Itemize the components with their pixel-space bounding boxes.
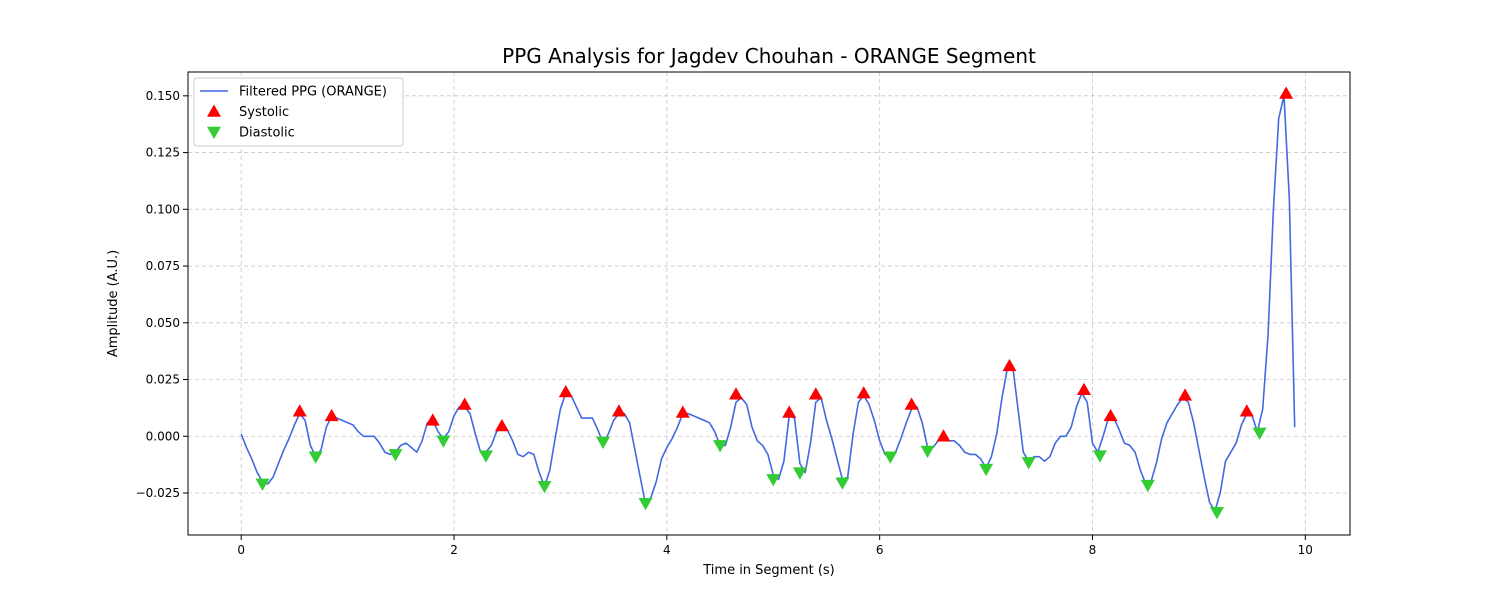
systolic-marker: [856, 386, 871, 399]
diastolic-marker: [1021, 457, 1036, 470]
diastolic-marker: [436, 435, 451, 448]
legend-label: Filtered PPG (ORANGE): [239, 85, 387, 100]
systolic-marker: [292, 404, 307, 417]
diastolic-marker: [1092, 450, 1107, 463]
legend-label: Diastolic: [239, 126, 295, 141]
y-tick-label: 0.050: [146, 316, 180, 330]
x-tick-label: 6: [876, 543, 884, 557]
x-tick-label: 10: [1298, 543, 1313, 557]
systolic-marker: [808, 387, 823, 400]
y-axis-label: Amplitude (A.U.): [106, 250, 121, 357]
grid-lines: [188, 72, 1350, 535]
systolic-marker: [425, 413, 440, 426]
diastolic-marker: [537, 480, 552, 494]
diastolic-marker: [478, 450, 493, 463]
diastolic-marker: [638, 497, 653, 511]
systolic-marker: [1178, 388, 1193, 401]
chart-title: PPG Analysis for Jagdev Chouhan - ORANGE…: [502, 44, 1036, 68]
y-tick-label: 0.075: [146, 259, 180, 273]
ppg-signal-line: [240, 95, 1296, 513]
x-tick-label: 4: [663, 543, 671, 557]
y-tick-label: 0.100: [146, 202, 180, 216]
diastolic-marker: [920, 445, 935, 459]
y-tick-label: 0.150: [146, 89, 180, 103]
legend-systolic-swatch: [207, 104, 221, 117]
diastolic-marker: [713, 440, 728, 453]
diastolic-marker: [883, 451, 898, 464]
systolic-marker: [782, 405, 797, 418]
diastolic-marker: [255, 478, 270, 491]
systolic-marker: [729, 387, 744, 400]
systolic-marker: [936, 429, 951, 442]
systolic-marker: [675, 405, 690, 418]
systolic-marker: [494, 419, 509, 432]
x-axis-ticks: 0 2 4 6 8 10: [237, 535, 1313, 557]
plot-area: [240, 86, 1296, 520]
y-axis-ticks: −0.025 0.000 0.025 0.050 0.075 0.100 0.125 0.15…: [136, 89, 188, 500]
legend-diastolic-swatch: [207, 126, 221, 139]
x-tick-label: 0: [237, 543, 245, 557]
systolic-marker: [1279, 86, 1294, 99]
x-tick-label: 2: [450, 543, 458, 557]
y-tick-label: 0.000: [146, 429, 180, 443]
y-tick-label: 0.125: [146, 146, 180, 160]
diastolic-marker: [1140, 479, 1155, 493]
systolic-marker: [558, 385, 573, 398]
systolic-marker: [904, 397, 919, 410]
diastolic-marker: [596, 436, 610, 449]
diastolic-marker: [308, 451, 323, 464]
systolic-marker: [1076, 382, 1091, 395]
x-tick-label: 8: [1089, 543, 1097, 557]
systolic-marker: [1002, 358, 1017, 372]
systolic-marker: [1239, 404, 1254, 417]
systolic-marker: [611, 404, 626, 417]
diastolic-marker: [1252, 427, 1267, 440]
legend: Filtered PPG (ORANGE) Systolic Diastolic: [193, 77, 404, 147]
legend-label: Systolic: [239, 105, 289, 120]
y-tick-label: −0.025: [136, 486, 180, 500]
systolic-marker: [324, 408, 339, 422]
diastolic-marker: [792, 467, 807, 480]
diastolic-marker: [979, 463, 994, 477]
diastolic-marker: [1209, 507, 1224, 520]
systolic-marker: [1103, 408, 1118, 422]
diastolic-marker: [388, 449, 403, 462]
plot-frame: [187, 71, 1351, 536]
diastolic-marker: [835, 477, 850, 490]
x-axis-label: Time in Segment (s): [702, 563, 834, 578]
systolic-marker: [457, 397, 472, 410]
y-tick-label: 0.025: [146, 373, 180, 387]
legend-box: [193, 77, 404, 147]
diastolic-marker: [766, 474, 781, 487]
